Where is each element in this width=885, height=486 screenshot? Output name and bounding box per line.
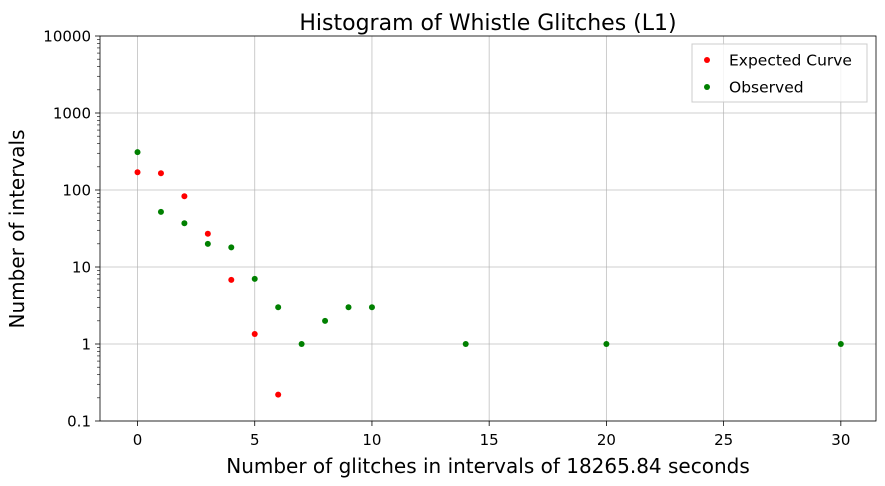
legend: Expected Curve Observed bbox=[691, 43, 868, 103]
series-expected-curve bbox=[134, 169, 282, 398]
point-expected-curve bbox=[228, 276, 235, 283]
point-observed bbox=[157, 208, 164, 215]
x-tick-label: 20 bbox=[597, 431, 616, 449]
y-tick-label: 0.1 bbox=[67, 413, 91, 431]
point-observed bbox=[251, 275, 258, 282]
y-tick-label: 10000 bbox=[43, 28, 91, 46]
y-tick-label: 1 bbox=[81, 336, 91, 354]
major-ticks bbox=[95, 35, 842, 426]
point-expected-curve bbox=[251, 330, 258, 337]
point-observed bbox=[368, 304, 375, 311]
data-points bbox=[134, 149, 844, 398]
x-axis-label: Number of glitches in intervals of 18265… bbox=[226, 454, 750, 478]
series-observed bbox=[134, 149, 844, 347]
point-expected-curve bbox=[275, 391, 282, 398]
x-tick-label: 10 bbox=[362, 431, 381, 449]
y-tick-label: 100 bbox=[62, 182, 91, 200]
point-observed bbox=[462, 341, 469, 347]
x-tick-label: 15 bbox=[480, 431, 499, 449]
x-tick-label: 0 bbox=[133, 431, 143, 449]
y-minor-ticks bbox=[97, 39, 100, 399]
plot-frame bbox=[99, 35, 877, 422]
legend-box bbox=[691, 43, 868, 103]
legend-marker-observed bbox=[704, 84, 710, 90]
point-observed bbox=[603, 341, 610, 347]
point-expected-curve bbox=[204, 230, 211, 237]
legend-marker-expected bbox=[704, 57, 710, 63]
point-observed bbox=[228, 244, 235, 251]
x-tick-label: 5 bbox=[250, 431, 260, 449]
tick-labels: 0 5 10 15 20 25 30 0.1 1 10 100 1000 10000 bbox=[43, 28, 850, 450]
x-tick-label: 25 bbox=[714, 431, 733, 449]
y-tick-label: 1000 bbox=[53, 105, 91, 123]
point-observed bbox=[204, 240, 211, 247]
point-expected-curve bbox=[181, 193, 188, 200]
point-observed bbox=[181, 220, 188, 227]
point-observed bbox=[275, 304, 282, 311]
point-observed bbox=[134, 149, 141, 156]
y-axis-label: Number of intervals bbox=[5, 129, 29, 328]
point-expected-curve bbox=[134, 169, 141, 176]
chart-title: Histogram of Whistle Glitches (L1) bbox=[299, 11, 676, 36]
y-tick-label: 10 bbox=[72, 259, 91, 277]
legend-label-expected: Expected Curve bbox=[729, 52, 852, 70]
point-expected-curve bbox=[157, 170, 164, 177]
legend-label-observed: Observed bbox=[729, 79, 804, 97]
point-observed bbox=[322, 317, 329, 324]
point-observed bbox=[345, 304, 352, 311]
point-observed bbox=[837, 341, 844, 347]
x-tick-label: 30 bbox=[831, 431, 850, 449]
point-observed bbox=[298, 341, 305, 347]
